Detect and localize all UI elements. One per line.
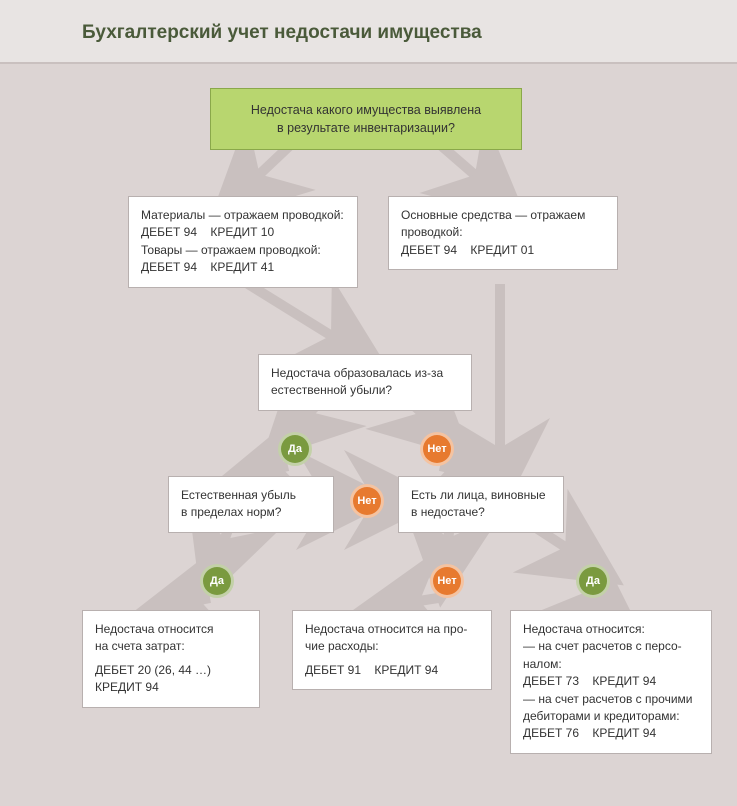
text: ДЕБЕТ 76 КРЕДИТ 94 <box>523 725 699 742</box>
text: на счета затрат: <box>95 638 247 655</box>
badge-yes: Да <box>200 564 234 598</box>
text: в пределах норм? <box>181 504 321 521</box>
node-res2: Недостача относится на про- чие расходы:… <box>292 610 492 690</box>
text: ДЕБЕТ 91 <box>305 663 361 677</box>
badge-no: Нет <box>350 484 384 518</box>
text: в недостаче? <box>411 504 551 521</box>
text: КРЕДИТ 94 <box>592 726 656 740</box>
text: КРЕДИТ 10 <box>210 225 274 239</box>
text: Нет <box>427 443 446 455</box>
header-bar: Бухгалтерский учет недостачи имущества <box>0 0 737 64</box>
text: КРЕДИТ 41 <box>210 260 274 274</box>
text: ДЕБЕТ 94 КРЕДИТ 41 <box>141 259 345 276</box>
page-title: Бухгалтерский учет недостачи имущества <box>82 22 737 44</box>
flowchart-canvas: Недостача какого имущества выявлена в ре… <box>0 64 737 806</box>
node-start: Недостача какого имущества выявлена в ре… <box>210 88 522 150</box>
text: Нет <box>357 495 376 507</box>
text: Недостача образовалась из-за <box>271 365 459 382</box>
badge-no: Нет <box>430 564 464 598</box>
node-q3l: Естественная убыль в пределах норм? <box>168 476 334 533</box>
text: Да <box>210 575 224 587</box>
text: Да <box>586 575 600 587</box>
text: дебиторами и кредиторами: <box>523 708 699 725</box>
text: ДЕБЕТ 73 <box>523 674 579 688</box>
node-right1: Основные средства — отражаем проводкой: … <box>388 196 618 270</box>
text: ДЕБЕТ 94 <box>401 243 457 257</box>
text: проводкой: <box>401 224 605 241</box>
text: ДЕБЕТ 73 КРЕДИТ 94 <box>523 673 699 690</box>
text: естественной убыли? <box>271 382 459 399</box>
text: КРЕДИТ 94 <box>592 674 656 688</box>
text: Недостача относится на про- <box>305 621 479 638</box>
text: Основные средства — отражаем <box>401 207 605 224</box>
node-left1: Материалы — отражаем проводкой: ДЕБЕТ 94… <box>128 196 358 288</box>
text: налом: <box>523 656 699 673</box>
text: ДЕБЕТ 76 <box>523 726 579 740</box>
text: — на счет расчетов с персо- <box>523 638 699 655</box>
text: Недостача какого имущества выявлена <box>229 101 503 119</box>
text: Да <box>288 443 302 455</box>
badge-yes: Да <box>576 564 610 598</box>
text: Естественная убыль <box>181 487 321 504</box>
text: — на счет расчетов с прочими <box>523 691 699 708</box>
text: КРЕДИТ 94 <box>95 679 247 696</box>
node-q3r: Есть ли лица, виновные в недостаче? <box>398 476 564 533</box>
text: Товары — отражаем проводкой: <box>141 242 345 259</box>
text: чие расходы: <box>305 638 479 655</box>
badge-yes: Да <box>278 432 312 466</box>
text: ДЕБЕТ 91 КРЕДИТ 94 <box>305 662 479 679</box>
text: ДЕБЕТ 20 (26, 44 …) <box>95 662 247 679</box>
text: КРЕДИТ 94 <box>374 663 438 677</box>
node-q2: Недостача образовалась из-за естественно… <box>258 354 472 411</box>
text: ДЕБЕТ 94 <box>141 260 197 274</box>
text: КРЕДИТ 01 <box>470 243 534 257</box>
text: Нет <box>437 575 456 587</box>
node-res1: Недостача относится на счета затрат: ДЕБ… <box>82 610 260 708</box>
text: ДЕБЕТ 94 <box>141 225 197 239</box>
text: Недостача относится: <box>523 621 699 638</box>
text: Недостача относится <box>95 621 247 638</box>
badge-no: Нет <box>420 432 454 466</box>
text: в результате инвентаризации? <box>229 119 503 137</box>
text: ДЕБЕТ 94 КРЕДИТ 01 <box>401 242 605 259</box>
text: ДЕБЕТ 94 КРЕДИТ 10 <box>141 224 345 241</box>
node-res3: Недостача относится: — на счет расчетов … <box>510 610 712 754</box>
text: Есть ли лица, виновные <box>411 487 551 504</box>
text: Материалы — отражаем проводкой: <box>141 207 345 224</box>
